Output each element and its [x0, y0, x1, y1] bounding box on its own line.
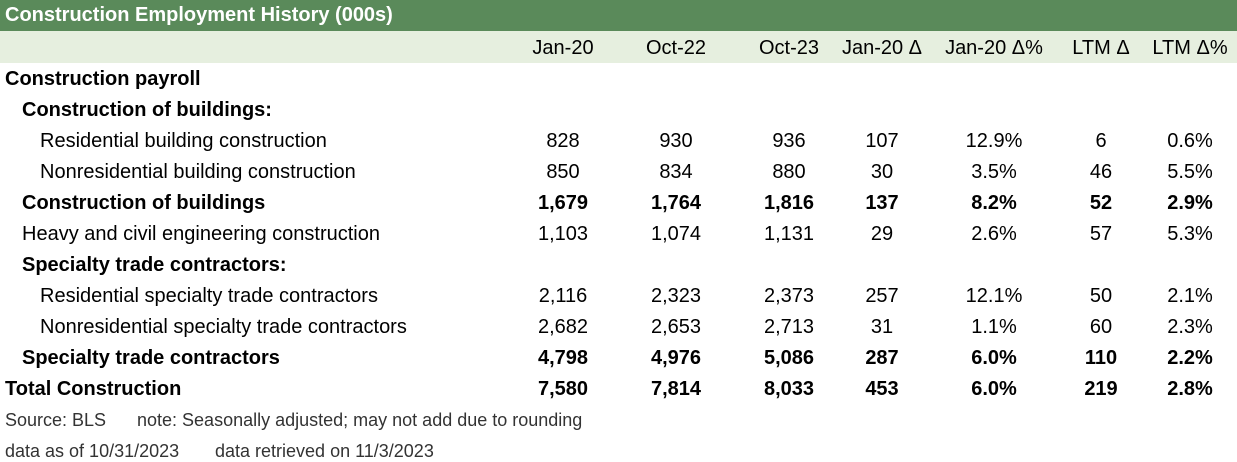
retrieved-text: data retrieved on 11/3/2023 [215, 441, 434, 461]
column-header: LTM Δ% [1152, 37, 1228, 59]
table-cell: 6.0% [971, 347, 1017, 369]
row-label: Nonresidential specialty trade contracto… [40, 316, 407, 338]
row-label: Construction payroll [5, 68, 201, 90]
table-cell: 46 [1089, 161, 1113, 183]
table-cell: 2.6% [971, 223, 1017, 245]
table-cell: 936 [772, 130, 806, 152]
row-label: Specialty trade contractors: [22, 254, 287, 276]
source-text: Source: BLS [5, 410, 107, 430]
table-cell: 8.2% [971, 192, 1017, 214]
table-cell: 8,033 [763, 378, 815, 400]
table-cell: 828 [546, 130, 580, 152]
table-cell: 1,103 [537, 223, 589, 245]
table-cell: 1.1% [971, 316, 1017, 338]
column-header: LTM Δ [1072, 37, 1130, 59]
table-cell: 52 [1089, 192, 1113, 214]
table-cell: 1,131 [763, 223, 815, 245]
table-cell: 287 [865, 347, 899, 369]
table-cell: 12.9% [965, 130, 1023, 152]
table-cell: 2.2% [1167, 347, 1213, 369]
column-header: Jan-20 Δ [841, 37, 923, 59]
row-label: Specialty trade contractors [22, 347, 280, 369]
row-label: Heavy and civil engineering construction [22, 223, 380, 245]
table-cell: 4,798 [537, 347, 589, 369]
table-cell: 2.9% [1167, 192, 1213, 214]
column-header: Jan-20 Δ% [945, 37, 1043, 59]
table-cell: 5.3% [1167, 223, 1213, 245]
table-cell: 6.0% [971, 378, 1017, 400]
column-header: Jan-20 [532, 37, 594, 59]
table-cell: 2.1% [1167, 285, 1213, 307]
table-cell: 12.1% [965, 285, 1023, 307]
table-cell: 107 [865, 130, 899, 152]
table-cell: 3.5% [971, 161, 1017, 183]
table-cell: 50 [1089, 285, 1113, 307]
table-cell: 453 [865, 378, 899, 400]
table-cell: 1,816 [763, 192, 815, 214]
data-as-of-text: data as of 10/31/2023 [5, 441, 180, 461]
table-cell: 5.5% [1167, 161, 1213, 183]
table-cell: 834 [659, 161, 693, 183]
row-label: Nonresidential building construction [40, 161, 356, 183]
table-cell: 2,653 [650, 316, 702, 338]
row-label: Construction of buildings [22, 192, 266, 214]
table-cell: 4,976 [650, 347, 702, 369]
row-label: Residential specialty trade contractors [40, 285, 378, 307]
note-text: note: Seasonally adjusted; may not add d… [137, 410, 583, 430]
table-cell: 60 [1089, 316, 1113, 338]
table-cell: 880 [772, 161, 806, 183]
table-cell: 1,764 [650, 192, 702, 214]
table-cell: 2,682 [537, 316, 589, 338]
table-cell: 257 [865, 285, 899, 307]
table-cell: 5,086 [763, 347, 815, 369]
table-cell: 0.6% [1167, 130, 1213, 152]
table-cell: 930 [659, 130, 693, 152]
table-cell: 1,679 [537, 192, 589, 214]
table-cell: 137 [865, 192, 899, 214]
table-cell: 850 [546, 161, 580, 183]
table-cell: 219 [1084, 378, 1118, 400]
table-cell: 2,713 [763, 316, 815, 338]
table-cell: 2.3% [1167, 316, 1213, 338]
column-header: Oct-23 [758, 37, 820, 59]
table-cell: 2.8% [1167, 378, 1213, 400]
row-label: Residential building construction [40, 130, 327, 152]
table-cell: 2,323 [650, 285, 702, 307]
column-header: Oct-22 [645, 37, 707, 59]
table-cell: 6 [1095, 130, 1107, 152]
column-header-band [0, 31, 1237, 63]
table-cell: 7,580 [537, 378, 589, 400]
table-cell: 30 [870, 161, 894, 183]
table-cell: 2,116 [538, 285, 588, 307]
table-cell: 110 [1084, 347, 1118, 369]
row-label: Total Construction [5, 378, 182, 400]
table-cell: 1,074 [650, 223, 702, 245]
table-cell: 2,373 [763, 285, 815, 307]
table-title: Construction Employment History (000s) [0, 0, 1237, 31]
table-cell: 31 [870, 316, 894, 338]
row-label: Construction of buildings: [22, 99, 272, 121]
table-cell: 29 [870, 223, 894, 245]
table-cell: 7,814 [650, 378, 702, 400]
table-cell: 57 [1089, 223, 1113, 245]
